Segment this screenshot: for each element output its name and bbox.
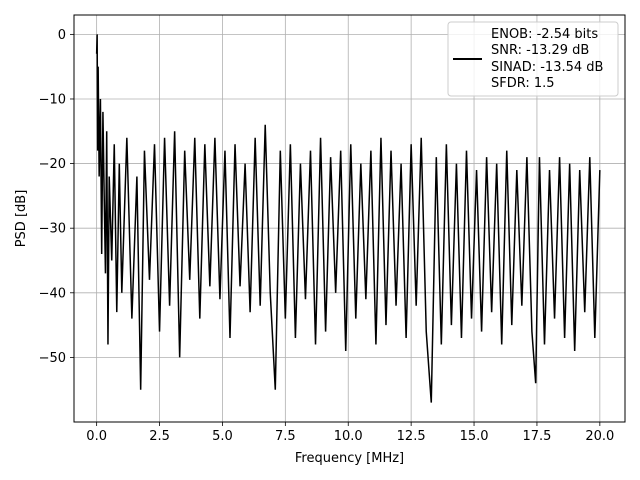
- y-tick-label: −50: [39, 351, 66, 366]
- legend-box: [447, 21, 619, 97]
- y-tick-label: −10: [39, 92, 66, 107]
- y-axis-ticks: 0 −10 −20 −30 −40 −50: [39, 28, 74, 366]
- x-tick-label: 10.0: [334, 429, 363, 444]
- x-tick-label: 20.0: [585, 429, 614, 444]
- x-tick-label: 15.0: [460, 429, 489, 444]
- x-tick-label: 5.0: [212, 429, 233, 444]
- plot-frame: [73, 14, 626, 423]
- y-tick-label: 0: [58, 28, 66, 43]
- x-tick-label: 7.5: [275, 429, 296, 444]
- x-tick-label: 0.0: [86, 429, 107, 444]
- legend-snr: SNR: -13.29 dB: [491, 43, 589, 58]
- y-tick-label: −30: [39, 222, 66, 237]
- y-tick-label: −40: [39, 286, 66, 301]
- y-axis-label: PSD [dB]: [14, 190, 29, 248]
- x-axis-ticks: 0.0 2.5 5.0 7.5 10.0 12.5 15.0 17.5 20.0: [86, 422, 614, 444]
- legend: ENOB: -2.54 bits SNR: -13.29 dB SINAD: -…: [447, 21, 619, 97]
- plot-area: [95, 34, 601, 403]
- legend-sinad: SINAD: -13.54 dB: [491, 60, 603, 75]
- x-axis-label: Frequency [MHz]: [295, 451, 404, 466]
- legend-sfdr: SFDR: 1.5: [491, 76, 555, 91]
- x-tick-label: 12.5: [397, 429, 426, 444]
- y-tick-label: −20: [39, 157, 66, 172]
- legend-enob: ENOB: -2.54 bits: [491, 27, 598, 42]
- x-tick-label: 17.5: [522, 429, 551, 444]
- x-tick-label: 2.5: [149, 429, 170, 444]
- psd-series-line: [95, 34, 601, 403]
